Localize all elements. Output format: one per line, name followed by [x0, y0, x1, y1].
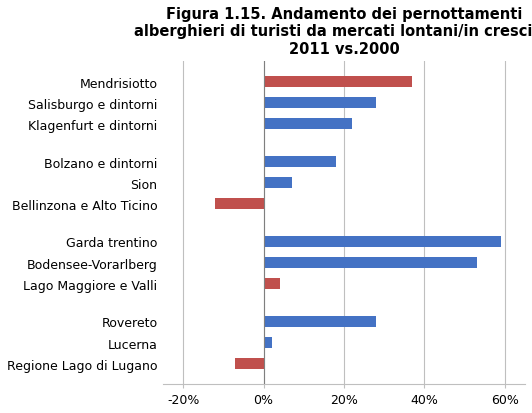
Bar: [263, 76, 412, 88]
Title: Figura 1.15. Andamento dei pernottamenti
alberghieri di turisti da mercati lonta: Figura 1.15. Andamento dei pernottamenti…: [134, 7, 532, 57]
Bar: [263, 278, 280, 290]
Bar: [263, 157, 336, 168]
Bar: [263, 337, 272, 349]
Bar: [263, 236, 501, 248]
Bar: [263, 119, 352, 130]
Bar: [263, 257, 477, 269]
Bar: [236, 358, 263, 370]
Bar: [263, 177, 292, 189]
Bar: [215, 198, 263, 210]
Bar: [263, 316, 376, 328]
Bar: [263, 97, 376, 109]
